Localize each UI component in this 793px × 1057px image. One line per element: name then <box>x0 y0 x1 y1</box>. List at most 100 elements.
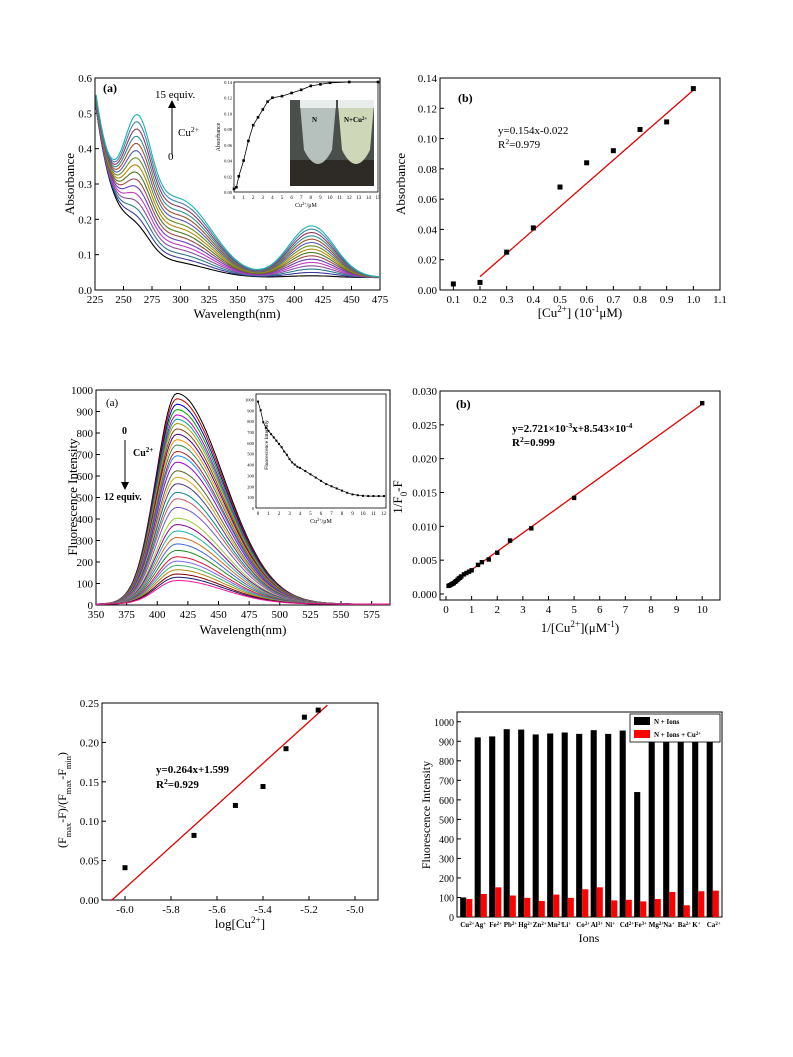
bar-legend-label-n-ions-cu-part: N + Ions + Cu <box>654 731 696 739</box>
uv-inset-xtick-label: 2 <box>252 196 255 201</box>
fl-annotation-ion-part: Cu <box>133 448 146 459</box>
abslin-r-squared: R2=0.979 <box>498 137 541 152</box>
fllin-xlabel-part: -1 <box>607 619 615 629</box>
abslin-xtick-label: 1.1 <box>713 294 727 306</box>
fllin-xlabel-part: 2+ <box>570 619 580 629</box>
abslin-ytick-label: 0.06 <box>418 194 438 206</box>
uv-inset-vial-photo: N N+Cu2+ <box>290 100 374 186</box>
fl-inset-point <box>291 461 294 464</box>
fllin-r-squared-part: =0.999 <box>524 437 556 449</box>
abslin-xtick-label: 0.8 <box>633 294 647 306</box>
chart-log-linear-fit: -6.0 -5.8 -5.6 -5.4 -5.2 -5.0 0.00 0.05 0.10 0.15… <box>55 698 379 931</box>
abslin-xlabel-part: ] (10 <box>567 305 592 320</box>
bar-category-label-part: + <box>612 922 615 927</box>
fllin-data-point <box>461 572 467 577</box>
fl-ytick-label: 800 <box>77 428 94 440</box>
fl-inset-xtick-label: 5 <box>309 512 312 517</box>
bar-n-ions-cu-bar <box>625 899 632 917</box>
log-ylabel-part: (F <box>55 837 69 848</box>
uv-spectrum-line <box>95 94 379 278</box>
bar-n-ions-bar <box>532 734 539 917</box>
uv-inset-xtick-label: 8 <box>310 196 313 201</box>
fl-inset-point <box>296 465 299 468</box>
fl-inset-xtick-label: 11 <box>371 512 376 517</box>
bar-category-label-part: Co <box>576 921 585 929</box>
bar-ytick-label: 900 <box>439 737 454 748</box>
log-xtick-label: -6.0 <box>116 904 134 916</box>
fllin-equation-part: x+8.543×10 <box>572 423 626 435</box>
log-xtick-label: -5.8 <box>162 904 180 916</box>
abslin-r-squared-part: 2 <box>505 137 509 146</box>
log-ytick-label: 0.20 <box>80 737 100 749</box>
log-r-squared-part: =0.929 <box>168 779 200 791</box>
bar-category-label: Fe2+ <box>489 921 502 929</box>
fllin-data-point <box>571 495 577 501</box>
bar-n-ions-bar <box>706 730 713 917</box>
log-data-point <box>283 746 289 752</box>
abslin-data-point <box>637 126 643 132</box>
fl-inset-point <box>272 436 275 439</box>
fllin-xtick-label: 0 <box>443 604 449 616</box>
fllin-r-squared: R2=0.999 <box>512 435 555 450</box>
uv-inset-ylabel: Absorbance <box>216 122 222 151</box>
log-data-point <box>191 832 197 838</box>
uv-inset-xtick-label: 10 <box>328 196 334 201</box>
abslin-r-squared-part: =0.979 <box>509 139 540 151</box>
uv-inset-point <box>256 116 260 119</box>
uv-spectrum-line <box>95 100 379 278</box>
vial-label-right-part: N+Cu <box>344 116 362 124</box>
fllin-ytick-label: 0.000 <box>412 589 437 601</box>
uv-xtick-label: 375 <box>258 294 275 306</box>
bar-n-ions-cu-bar <box>509 895 516 917</box>
bar-legend-label-n-ions-cu-part: 2+ <box>696 732 701 737</box>
fllin-ylabel-part: 1/F <box>390 496 405 513</box>
fl-arrow-head <box>121 482 129 490</box>
uv-inset-point <box>232 187 236 191</box>
fl-inset-xtick-label: 1 <box>267 512 270 517</box>
bar-category-label: Mn2+ <box>547 921 563 929</box>
fllin-xtick-label: 7 <box>623 604 629 616</box>
bar-category-label-part: Pb <box>504 921 512 929</box>
fl-inset-point <box>283 450 286 453</box>
fl-inset-point <box>383 495 385 498</box>
log-frame <box>101 702 379 901</box>
fl-inset-ytick-label: 1000 <box>245 397 255 402</box>
fllin-xtick-label: 9 <box>674 604 680 616</box>
fl-inset-xlabel-part: /μM <box>322 519 333 525</box>
abslin-xtick-label: 0.3 <box>500 294 514 306</box>
fl-inset-ytick-label: 300 <box>247 473 255 478</box>
fllin-data-point <box>464 570 469 576</box>
uv-spectrum-line <box>95 105 379 278</box>
bar-category-label: Co2+ <box>576 921 590 929</box>
bar-n-ions-cu-bar <box>495 887 502 917</box>
log-data-point <box>315 707 321 713</box>
abslin-data-point <box>557 184 563 190</box>
fl-inset-point <box>341 489 343 492</box>
abslin-ytick-label: 0.10 <box>418 134 438 146</box>
fllin-data-point <box>466 569 472 574</box>
fl-inset-point <box>267 429 270 432</box>
uv-inset-ytick-label: 0.14 <box>224 80 233 85</box>
bar-ylabel: Fluorescence Intensity <box>419 761 433 869</box>
abslin-xtick-label: 0.5 <box>553 294 567 306</box>
uv-ytick-label: 0.5 <box>78 108 92 120</box>
uv-inset-point <box>251 123 255 127</box>
log-data-point <box>260 784 266 790</box>
abslin-xtick-label: 0.2 <box>473 294 487 306</box>
fl-ytick-label: 900 <box>77 407 94 419</box>
log-equation: y=0.264x+1.599 <box>156 764 230 776</box>
uv-xtick-label: 350 <box>229 294 246 306</box>
fllin-equation-part: -4 <box>626 421 633 430</box>
log-ytick-label: 0.05 <box>80 856 100 868</box>
fllin-xtick-label: 6 <box>597 604 603 616</box>
uv-inset-xlabel-part: /μM <box>307 203 318 209</box>
abslin-xlabel: [Cu2+] (10-1μM) <box>538 304 623 320</box>
uv-inset-ytick-label: 0.02 <box>224 174 232 179</box>
fllin-equation-part: y=2.721×10 <box>512 423 566 435</box>
fllin-data-point <box>486 557 491 562</box>
bar-ytick-label: 0 <box>449 913 454 924</box>
bar-n-ions-bar <box>576 733 583 917</box>
fl-inset-point <box>351 493 354 496</box>
bar-n-ions-cu-bar <box>596 887 603 917</box>
